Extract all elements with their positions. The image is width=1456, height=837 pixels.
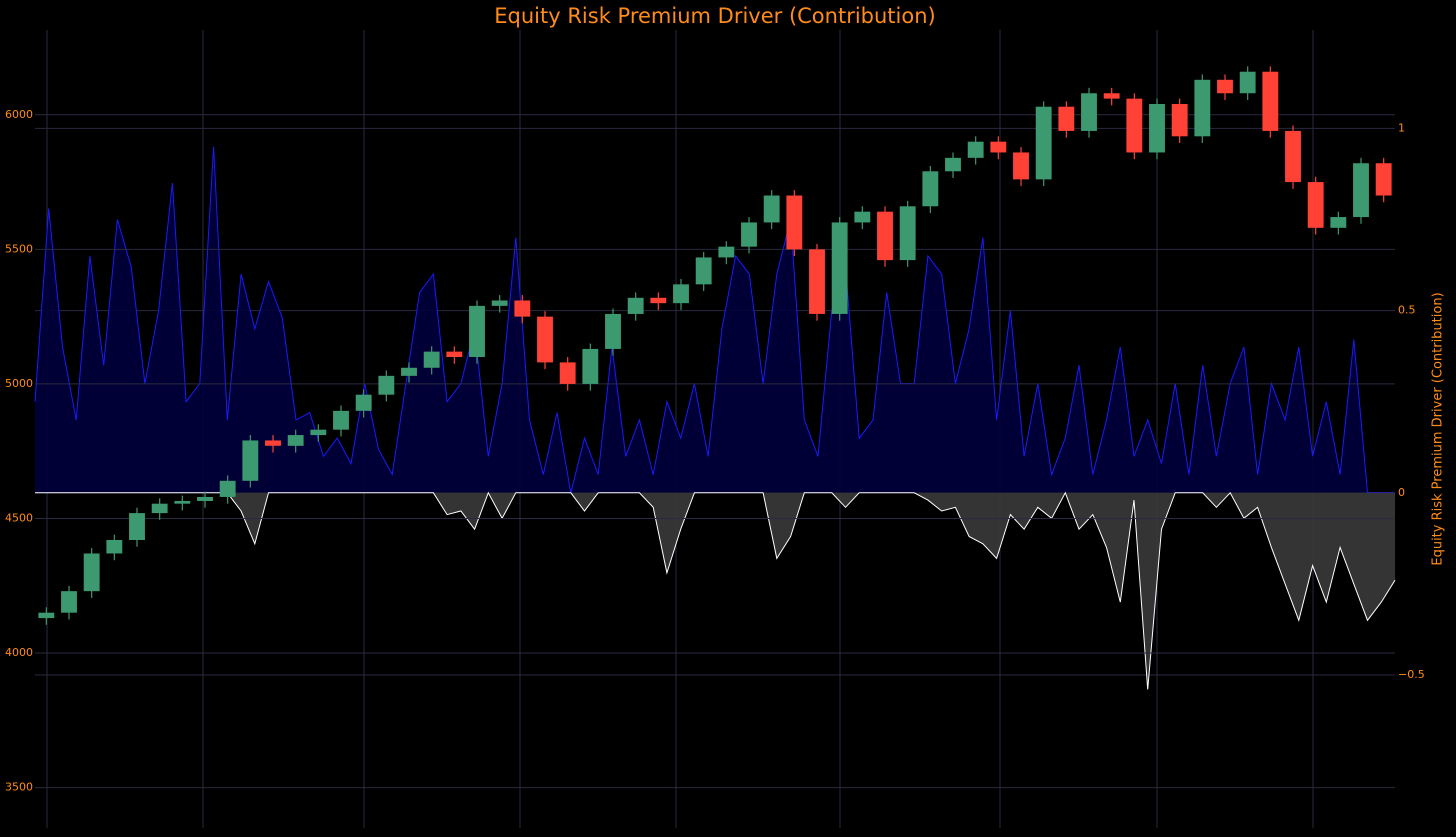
candle-body	[831, 222, 848, 314]
area-fill	[35, 146, 1395, 493]
candle-body	[1262, 71, 1279, 131]
candle-body	[310, 429, 327, 436]
candle-body	[809, 249, 825, 314]
candle-body	[1353, 163, 1369, 218]
candle-body	[537, 316, 553, 363]
y2-tick-label: 0.5	[1398, 304, 1416, 317]
candle-body	[151, 503, 168, 514]
candle-body	[83, 553, 100, 592]
y-tick-label: 5500	[5, 242, 33, 255]
candle-body	[197, 496, 213, 501]
y2-axis-label: Equity Risk Premium Driver (Contribution…	[1431, 292, 1446, 565]
candle-body	[582, 348, 599, 384]
y-tick-label: 4000	[5, 646, 33, 659]
candle-body	[469, 305, 485, 358]
candle-body	[1149, 104, 1165, 153]
candle-body	[1013, 152, 1029, 180]
y2-tick-label: −0.5	[1398, 668, 1425, 681]
candle-body	[333, 410, 349, 430]
candle-body	[718, 246, 735, 258]
candle-body	[945, 157, 961, 172]
area-line	[34, 146, 1395, 494]
candle-body	[1171, 104, 1188, 137]
candle-body	[1103, 93, 1120, 99]
y2-tick-label: 0	[1398, 486, 1405, 499]
candle-body	[174, 500, 191, 504]
candle-body	[265, 440, 281, 446]
candle-body	[559, 362, 576, 384]
candle-body	[61, 591, 77, 613]
y2-tick-label: 1	[1398, 121, 1405, 134]
candle-body	[650, 297, 667, 304]
candle-body	[1285, 130, 1301, 183]
candle-body	[1194, 79, 1211, 137]
candle-body	[1035, 106, 1052, 180]
candle-body	[1081, 93, 1097, 131]
candle-body	[401, 367, 417, 376]
y-tick-label: 4500	[5, 511, 33, 524]
candle-body	[673, 284, 689, 304]
candle-body	[1058, 106, 1075, 131]
candle-body	[899, 206, 916, 261]
candle-body	[1375, 163, 1392, 196]
candle-body	[990, 141, 1007, 153]
y-tick-label: 3500	[5, 781, 33, 794]
candle-body	[627, 297, 644, 314]
candle-body	[922, 171, 939, 207]
candle-body	[514, 300, 531, 317]
candle-body	[219, 480, 236, 497]
candle-body	[741, 222, 757, 247]
candle-body	[423, 351, 440, 368]
candle-body	[378, 375, 395, 395]
candle-body	[129, 513, 145, 541]
candle-body	[1217, 79, 1233, 94]
candle-body	[1126, 98, 1143, 153]
candle-body	[1239, 71, 1256, 94]
candle-body	[763, 195, 780, 223]
candle-body	[287, 435, 304, 446]
candle-body	[854, 211, 871, 223]
candle-body	[967, 141, 984, 158]
candle-body	[786, 195, 803, 250]
candle-body	[446, 351, 463, 358]
candle-body	[242, 440, 259, 481]
chart-title: Equity Risk Premium Driver (Contribution…	[494, 4, 935, 28]
candle-body	[605, 313, 621, 349]
y-tick-label: 6000	[5, 108, 33, 121]
candle-body	[1330, 217, 1347, 228]
candle-body	[38, 612, 55, 619]
candle-body	[1307, 182, 1324, 228]
candle-body	[877, 211, 893, 261]
candle-body	[491, 300, 508, 306]
candle-body	[355, 394, 372, 411]
candle-body	[106, 540, 123, 554]
y-tick-label: 5000	[5, 377, 33, 390]
candle-body	[695, 257, 712, 285]
